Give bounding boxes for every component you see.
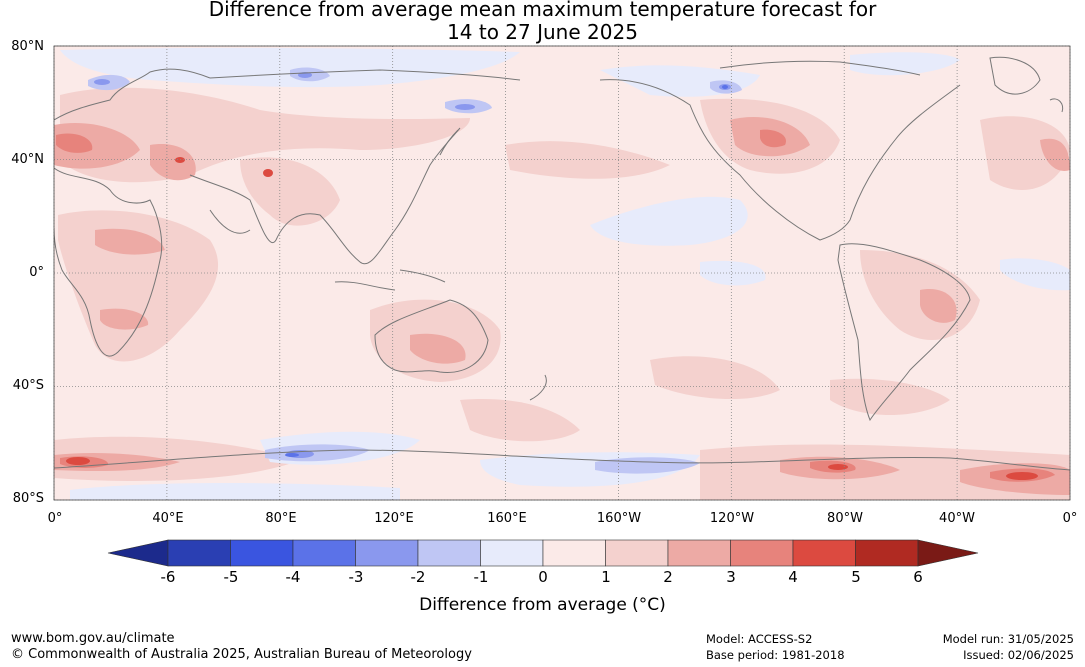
colorbar-cell	[480, 539, 544, 567]
coast-asia-north	[209, 69, 521, 81]
lon-tick-label: 80°E	[265, 511, 297, 526]
base-period: Base period: 1981-2018	[706, 648, 845, 662]
lon-tick-label: 0°	[1062, 511, 1078, 526]
colorbar-tick-label: 3	[726, 568, 736, 586]
coastlines	[54, 56, 1070, 471]
anomaly-minus-1-to-0-regions	[60, 47, 1070, 500]
chart-title-line-1: Difference from average mean maximum tem…	[208, 0, 877, 21]
anomaly-2-to-3-regions	[54, 117, 1070, 495]
colorbar-tick-label: -5	[223, 568, 239, 586]
coast-europe-north	[54, 68, 211, 121]
colorbar-tick-label: 5	[851, 568, 861, 586]
coast-australia	[374, 299, 489, 373]
issued-date: Issued: 02/06/2025	[963, 648, 1074, 662]
website-link[interactable]: www.bom.gov.au/climate	[11, 631, 175, 646]
lon-tick-label: 0°	[47, 511, 63, 526]
lon-tick-label: 40°W	[939, 511, 975, 526]
coast-north-america-north	[719, 60, 921, 76]
forecast-map	[53, 45, 1071, 501]
colorbar-cell	[167, 539, 231, 567]
lat-tick-label: 40°S	[12, 378, 44, 393]
colorbar-tick-label: -4	[285, 568, 301, 586]
lon-tick-label: 80°W	[827, 511, 863, 526]
copyright-text: © Commonwealth of Australia 2025, Austra…	[11, 647, 472, 662]
lat-tick-label: 40°N	[11, 152, 44, 167]
coast-south-america	[837, 243, 971, 422]
coast-europe-africa	[54, 167, 163, 357]
colorbar-cell	[355, 539, 419, 567]
lat-tick-label: 0°	[29, 265, 44, 280]
chart-title-line-2: 14 to 27 June 2025	[447, 20, 638, 44]
model-name: Model: ACCESS-S2	[706, 632, 813, 646]
colorbar-tick-label: 2	[663, 568, 673, 586]
colorbar-tick-label: 0	[538, 568, 548, 586]
coast-north-america	[599, 79, 961, 241]
model-run-date: Model run: 31/05/2025	[942, 632, 1074, 646]
anomaly-minus-4-to-minus-3-regions	[285, 85, 728, 457]
colorbar-tick-label: -6	[160, 568, 176, 586]
colorbar-cell	[292, 539, 356, 567]
coast-antarctica	[54, 449, 1070, 471]
colorbar-cell	[417, 539, 481, 567]
colorbar-label: Difference from average (°C)	[419, 595, 666, 615]
colorbar-tick-label: -1	[473, 568, 489, 586]
coast-greenland	[989, 56, 1041, 95]
coast-asia	[189, 127, 461, 265]
coast-new-zealand	[529, 374, 547, 401]
colorbar-tick-label: -2	[410, 568, 426, 586]
colorbar	[107, 539, 979, 567]
colorbar-cell	[855, 539, 919, 567]
coast-uk	[1049, 98, 1064, 113]
lat-tick-label: 80°S	[12, 491, 44, 506]
lon-tick-label: 160°W	[596, 511, 642, 526]
lon-tick-label: 120°W	[709, 511, 755, 526]
colorbar-extend-low	[107, 539, 169, 567]
colorbar-cell	[667, 539, 731, 567]
colorbar-cell	[542, 539, 606, 567]
coast-indonesia	[334, 269, 446, 291]
lon-tick-label: 40°E	[152, 511, 184, 526]
colorbar-tick-label: 1	[601, 568, 611, 586]
colorbar-extend-high	[917, 539, 979, 567]
colorbar-cell	[730, 539, 794, 567]
anomaly-4-to-5-regions	[66, 157, 1038, 480]
coast-japan	[439, 129, 459, 156]
colorbar-cell	[605, 539, 669, 567]
colorbar-cell	[792, 539, 856, 567]
coast-arabia	[209, 209, 251, 234]
colorbar-cell	[230, 539, 294, 567]
colorbar-tick-label: 4	[788, 568, 798, 586]
lon-tick-label: 120°E	[374, 511, 414, 526]
colorbar-tick-label: 6	[913, 568, 923, 586]
map-frame	[53, 45, 1071, 501]
colorbar-tick-label: -3	[348, 568, 364, 586]
lat-tick-label: 80°N	[11, 39, 44, 54]
lon-tick-label: 160°E	[487, 511, 527, 526]
